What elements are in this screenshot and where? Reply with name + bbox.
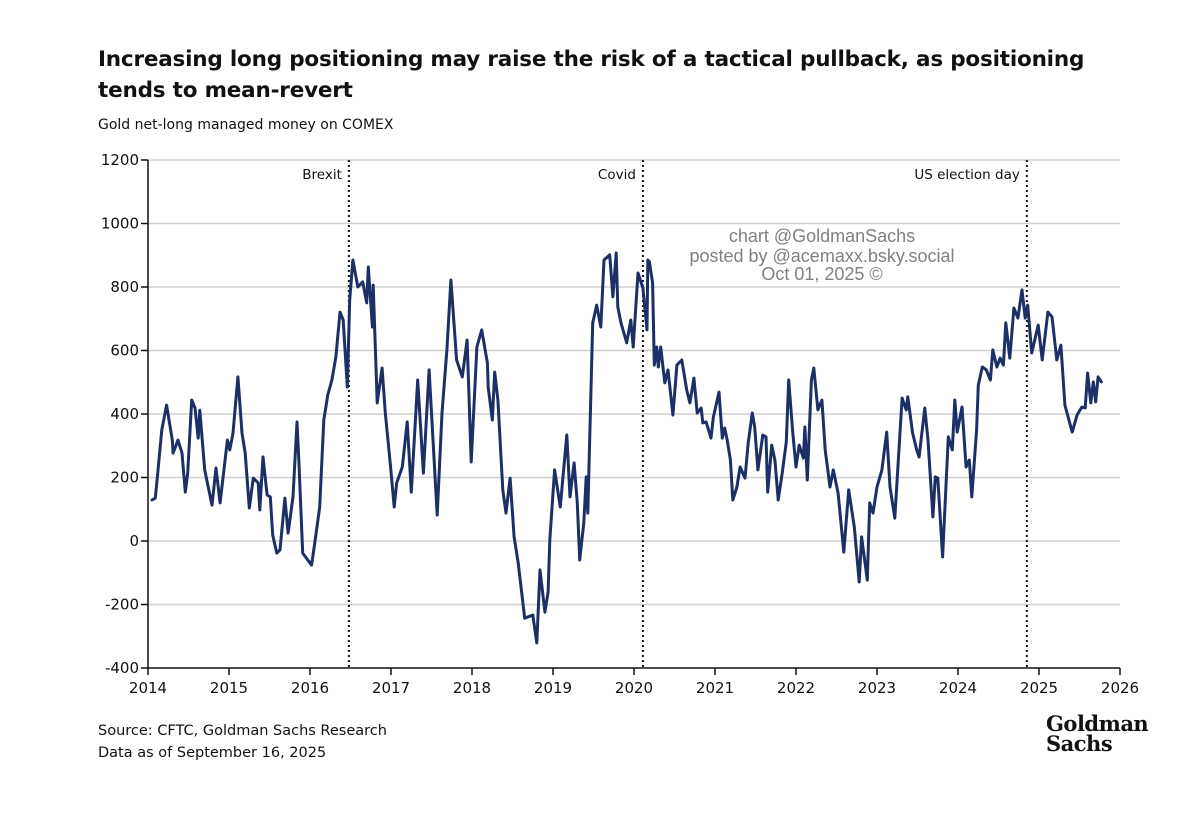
watermark-line-1: chart @GoldmanSachs bbox=[729, 226, 915, 246]
x-tick-label: 2023 bbox=[858, 679, 896, 697]
x-tick-label: 2015 bbox=[210, 679, 248, 697]
gridlines bbox=[148, 159, 1120, 606]
y-tick-label: 200 bbox=[110, 469, 139, 487]
y-tick-label: 0 bbox=[129, 532, 139, 550]
y-tick-label: 400 bbox=[110, 405, 139, 423]
y-tick-label: -400 bbox=[105, 659, 139, 677]
x-tick-label: 2024 bbox=[939, 679, 977, 697]
event-markers: Brexit Covid US election day bbox=[302, 160, 1028, 668]
goldman-sachs-logo: Goldman Sachs bbox=[1046, 711, 1149, 756]
event-label: US election day bbox=[914, 167, 1020, 183]
y-tick-label: 1000 bbox=[101, 215, 139, 233]
x-tick-label: 2025 bbox=[1020, 679, 1058, 697]
series-layer bbox=[150, 251, 1103, 645]
x-tick-label: 2016 bbox=[291, 679, 329, 697]
chart-subtitle: Gold net-long managed money on COMEX bbox=[98, 117, 394, 133]
x-tick-label: 2020 bbox=[615, 679, 653, 697]
watermark: chart @GoldmanSachs posted by @acemaxx.b… bbox=[689, 226, 954, 284]
x-tick-label: 2018 bbox=[453, 679, 491, 697]
watermark-line-3: Oct 01, 2025 © bbox=[761, 264, 882, 284]
event-label: Brexit bbox=[302, 167, 342, 183]
data-date-text: Data as of September 16, 2025 bbox=[98, 745, 327, 761]
source-text: Source: CFTC, Goldman Sachs Research bbox=[98, 723, 387, 739]
y-tick-label: 1200 bbox=[101, 151, 139, 169]
source-note: Source: CFTC, Goldman Sachs Research Dat… bbox=[98, 720, 387, 764]
series-line-net-long bbox=[150, 251, 1103, 645]
x-tick-label: 2021 bbox=[696, 679, 734, 697]
chart-title: Increasing long positioning may raise th… bbox=[98, 47, 1085, 103]
y-tick-label: 600 bbox=[110, 342, 139, 360]
y-tick-label: -200 bbox=[105, 596, 139, 614]
x-tick-label: 2019 bbox=[534, 679, 572, 697]
watermark-line-2: posted by @acemaxx.bsky.social bbox=[689, 246, 954, 266]
x-tick-label: 2022 bbox=[777, 679, 815, 697]
x-tick-label: 2014 bbox=[129, 679, 167, 697]
x-tick-label: 2026 bbox=[1101, 679, 1139, 697]
event-label: Covid bbox=[598, 167, 636, 183]
x-tick-label: 2017 bbox=[372, 679, 410, 697]
axes: 1200 1000 800 600 400 200 0 -200 -400 2014 2015 201… bbox=[101, 151, 1139, 697]
y-tick-label: 800 bbox=[110, 278, 139, 296]
